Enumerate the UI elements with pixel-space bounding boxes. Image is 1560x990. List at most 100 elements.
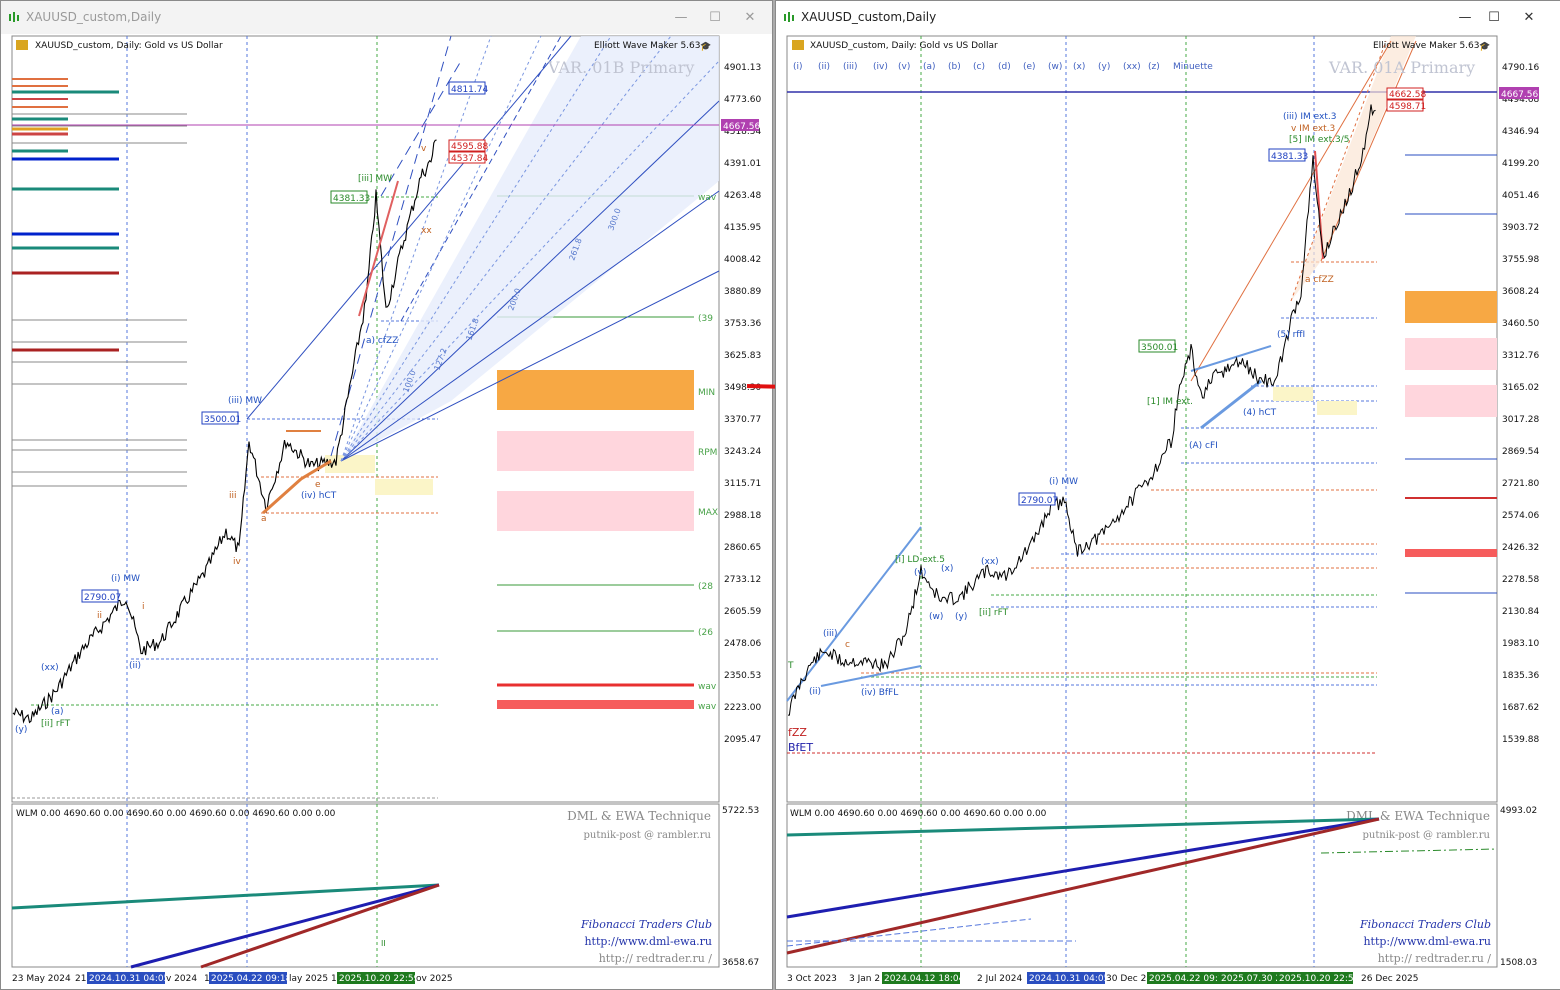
chart-area[interactable]: 4662.58 4598.71 4381.33 3500.01 2790.07 … <box>776 34 1560 989</box>
credit-technique: DML & EWA Technique <box>567 809 711 823</box>
degree-button[interactable]: (y) <box>1098 62 1110 72</box>
degree-button[interactable]: (i) <box>793 62 803 72</box>
svg-text:(i) MW: (i) MW <box>1049 477 1078 487</box>
price-axis: 4901.13 4773.60 4518.54 4391.01 4263.48 4135.… <box>724 63 761 745</box>
svg-text:[iii] MW: [iii] MW <box>358 174 392 184</box>
svg-text:(iv) hCT: (iv) hCT <box>301 491 337 501</box>
svg-text:(iii) MW: (iii) MW <box>228 396 262 406</box>
close-button[interactable]: ✕ <box>744 10 756 25</box>
svg-text:3 Oct 2023: 3 Oct 2023 <box>787 974 837 984</box>
chart-window-left[interactable]: XAUUSD_custom,Daily — ☐ ✕ <box>0 0 773 990</box>
variant-label: VAR. 01A Primary <box>1328 58 1475 77</box>
svg-text:(v): (v) <box>914 568 926 578</box>
svg-text:(xx): (xx) <box>981 557 999 567</box>
degree-button[interactable]: (w) <box>1048 62 1062 72</box>
maximize-button[interactable]: ☐ <box>1488 10 1500 25</box>
svg-text:[ii] rFT: [ii] rFT <box>979 608 1009 618</box>
svg-text:4662.58: 4662.58 <box>1389 90 1426 100</box>
credit-email: putnik-post @ rambler.ru <box>1362 830 1490 841</box>
graduation-cap-icon: 🎓 <box>1479 41 1490 52</box>
degree-button[interactable]: (c) <box>973 62 985 72</box>
minimize-button[interactable]: — <box>674 10 688 25</box>
pink-zone <box>497 431 694 471</box>
price-tick: 2278.58 <box>1502 575 1539 585</box>
svg-text:wav: wav <box>698 682 717 692</box>
degree-button[interactable]: (e) <box>1023 62 1036 72</box>
degree-button[interactable]: (iii) <box>843 62 858 72</box>
price-tick: 3165.02 <box>1502 383 1539 393</box>
svg-text:2025.10.20 22:59: 2025.10.20 22:59 <box>1279 974 1360 984</box>
price-tick: 3755.98 <box>1502 255 1539 265</box>
svg-text:2024.04.12 18:04: 2024.04.12 18:04 <box>884 974 965 984</box>
price-tick: 3017.28 <box>1502 415 1539 425</box>
price-tick: 2605.59 <box>724 607 761 617</box>
svg-text:(xx): (xx) <box>41 663 59 673</box>
svg-text:30 Dec 2024: 30 Dec 2024 <box>1106 974 1164 984</box>
svg-text:2025.10.20 22:59: 2025.10.20 22:59 <box>339 974 420 984</box>
svg-text:lay 2025: lay 2025 <box>289 974 328 984</box>
price-tick: 2095.47 <box>724 735 761 745</box>
url-redtrader[interactable]: http:// redtrader.ru / <box>599 952 713 965</box>
price-tick: 4391.01 <box>724 159 761 169</box>
price-tick: 2988.18 <box>724 511 761 521</box>
price-tick: 3625.83 <box>724 351 761 361</box>
svg-text:2024.10.31 04:05: 2024.10.31 04:05 <box>1029 974 1109 984</box>
degree-button[interactable]: (iv) <box>873 62 888 72</box>
fib-club-label: Fibonacci Traders Club <box>580 918 712 931</box>
level-markers <box>12 78 187 487</box>
degree-button[interactable]: (b) <box>948 62 961 72</box>
svg-text:4811.74: 4811.74 <box>451 85 488 95</box>
title-bar[interactable]: XAUUSD_custom,Daily — ☐ ✕ <box>1 1 772 34</box>
url-redtrader[interactable]: http:// redtrader.ru / <box>1378 952 1492 965</box>
url-dml[interactable]: http://www.dml-ewa.ru <box>1363 935 1491 948</box>
degree-button[interactable]: (z) <box>1148 62 1160 72</box>
red-zone <box>497 700 694 709</box>
chart-window-right[interactable]: XAUUSD_custom,Daily — ☐ ✕ <box>775 0 1560 990</box>
window-title: XAUUSD_custom,Daily <box>26 10 162 24</box>
degree-button[interactable]: (v) <box>898 62 910 72</box>
svg-text:iii: iii <box>229 491 237 501</box>
price-tick: 3498.30 <box>724 383 761 393</box>
svg-text:2790.07: 2790.07 <box>84 593 121 603</box>
degree-button[interactable]: (xx) <box>1123 62 1141 72</box>
maximize-button[interactable]: ☐ <box>709 10 721 25</box>
svg-text:3500.01: 3500.01 <box>1141 343 1178 353</box>
svg-text:wav: wav <box>698 193 717 203</box>
svg-text:3 Jan 2: 3 Jan 2 <box>849 974 880 984</box>
price-tick: 3243.24 <box>724 447 761 457</box>
svg-text:4667.56: 4667.56 <box>1501 90 1538 100</box>
svg-text:[1] IM ext.: [1] IM ext. <box>1147 397 1193 407</box>
ewm-label: Elliott Wave Maker 5.63 <box>1373 41 1479 51</box>
degree-button[interactable]: (a) <box>923 62 936 72</box>
indicator-header: WLM 0.00 4690.60 0.00 4690.60 0.00 4690.… <box>16 809 336 819</box>
svg-text:4537.84: 4537.84 <box>451 154 488 164</box>
svg-text:(ii): (ii) <box>809 687 821 697</box>
svg-text:v IM ext.3: v IM ext.3 <box>1291 124 1335 134</box>
price-tick: 2860.65 <box>724 543 761 553</box>
svg-text:(26: (26 <box>698 628 713 638</box>
degree-button[interactable]: Minuette <box>1173 62 1213 72</box>
degree-button[interactable]: (ii) <box>818 62 830 72</box>
price-tick: 3312.76 <box>1502 351 1539 361</box>
svg-text:fZZ: fZZ <box>788 726 807 739</box>
svg-text:(a): (a) <box>51 707 64 717</box>
url-dml[interactable]: http://www.dml-ewa.ru <box>584 935 712 948</box>
price-tick: 1687.62 <box>1502 703 1539 713</box>
svg-text:1508.03: 1508.03 <box>1500 958 1537 968</box>
minimize-button[interactable]: — <box>1458 10 1472 25</box>
svg-text:[ii] rFT: [ii] rFT <box>41 719 71 729</box>
price-tick: 3115.71 <box>724 479 761 489</box>
chart-area[interactable]: 100.0 127.2 161.8 200.0 261.8 300.0 4811… <box>1 34 772 989</box>
svg-text:2024.10.31 04:05: 2024.10.31 04:05 <box>89 974 169 984</box>
close-button[interactable]: ✕ <box>1523 10 1535 25</box>
credit-technique: DML & EWA Technique <box>1346 809 1490 823</box>
degree-button[interactable]: (x) <box>1073 62 1085 72</box>
ewm-label: Elliott Wave Maker 5.63 <box>594 41 700 51</box>
svg-text:(ii): (ii) <box>129 661 141 671</box>
price-tick: 2574.06 <box>1502 511 1539 521</box>
title-bar[interactable]: XAUUSD_custom,Daily — ☐ ✕ <box>776 1 1560 34</box>
price-tick: 4199.20 <box>1502 159 1539 169</box>
degree-buttons[interactable]: (i) (ii) (iii) (iv) (v) (a) (b) (c) (d) (e) (w) (x)… <box>793 62 1213 72</box>
degree-button[interactable]: (d) <box>998 62 1011 72</box>
price-tick: 2426.32 <box>1502 543 1539 553</box>
